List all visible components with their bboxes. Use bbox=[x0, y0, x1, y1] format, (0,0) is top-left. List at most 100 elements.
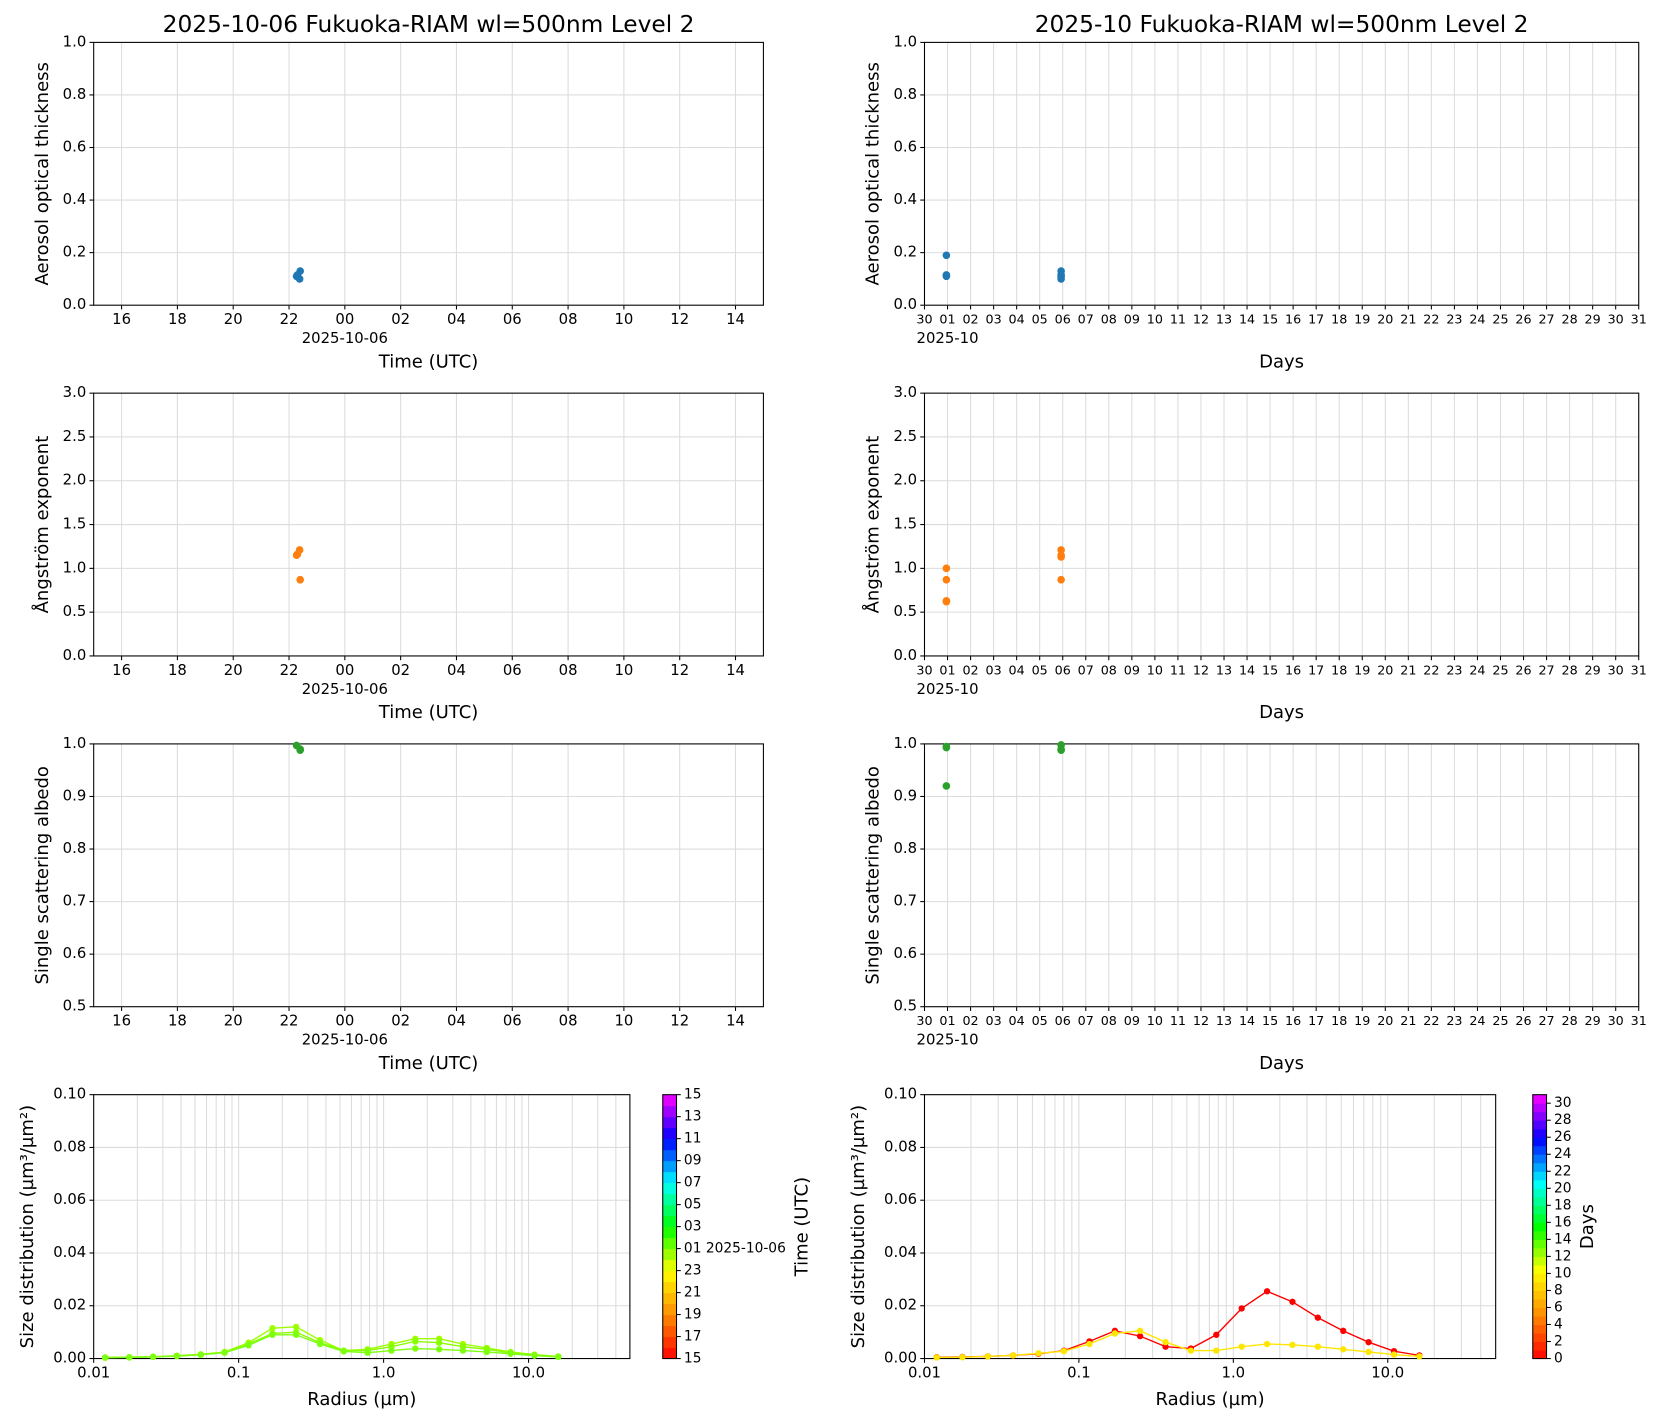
data-point bbox=[101, 1354, 109, 1361]
colorbar-band bbox=[1532, 1120, 1547, 1130]
x-tick-label: 30 bbox=[916, 312, 932, 327]
x-tick-label: 18 bbox=[168, 662, 187, 679]
x-tick-label: 10.0 bbox=[1371, 1364, 1404, 1381]
colorbar-tick-label: 01 2025-10-06 bbox=[684, 1241, 786, 1257]
x-tick-label: 17 bbox=[1308, 312, 1324, 327]
colorbar-band bbox=[662, 1094, 677, 1107]
x-tick-label: 01 bbox=[939, 312, 955, 327]
x-tick-label: 30 bbox=[916, 1013, 932, 1028]
x-axis-label: Days bbox=[1259, 351, 1304, 372]
x-date-label: 2025-10-06 bbox=[302, 1032, 388, 1049]
data-point bbox=[295, 275, 304, 283]
y-tick-label: 2.0 bbox=[63, 472, 87, 489]
y-tick-label: 0.6 bbox=[893, 945, 917, 962]
x-axis-label: Radius (µm) bbox=[307, 1389, 416, 1410]
x-tick-label: 03 bbox=[986, 662, 1002, 677]
x-tick-label: 19 bbox=[1354, 662, 1370, 677]
y-tick-label: 0.7 bbox=[893, 893, 917, 910]
y-tick-label: 0.2 bbox=[893, 244, 917, 261]
x-tick-label: 12 bbox=[670, 1013, 689, 1030]
x-tick-label: 11 bbox=[1170, 312, 1186, 327]
x-tick-label: 24 bbox=[1469, 662, 1485, 677]
x-tick-label: 21 bbox=[1400, 312, 1416, 327]
y-tick-label: 0.10 bbox=[53, 1086, 86, 1103]
colorbar-band bbox=[1532, 1094, 1547, 1104]
data-point bbox=[295, 546, 304, 554]
data-point bbox=[942, 782, 951, 790]
colorbar-band bbox=[1532, 1290, 1547, 1300]
y-tick-label: 0.9 bbox=[893, 787, 917, 804]
x-tick-label: 09 bbox=[1124, 1013, 1140, 1028]
colorbar-band bbox=[662, 1127, 677, 1140]
colorbar-tick-label: 30 bbox=[1554, 1095, 1572, 1111]
data-point bbox=[555, 1353, 562, 1361]
data-point bbox=[197, 1351, 204, 1359]
colorbar-tick-label: 19 bbox=[684, 1307, 702, 1323]
data-point bbox=[483, 1348, 490, 1356]
y-tick-label: 0.0 bbox=[63, 296, 87, 313]
x-tick-label: 08 bbox=[559, 1013, 578, 1030]
data-point bbox=[1365, 1338, 1372, 1346]
x-tick-label: 24 bbox=[1469, 1013, 1485, 1028]
x-tick-label: 05 bbox=[1032, 662, 1048, 677]
x-tick-label: 25 bbox=[1492, 662, 1508, 677]
y-tick-label: 0.6 bbox=[63, 139, 87, 156]
y-tick-label: 0.4 bbox=[893, 191, 917, 208]
x-tick-label: 1.0 bbox=[372, 1364, 396, 1381]
x-tick-label: 23 bbox=[1446, 662, 1462, 677]
colorbar-band bbox=[662, 1347, 677, 1360]
x-tick-label: 31 bbox=[1631, 312, 1647, 327]
colorbar-band bbox=[662, 1314, 677, 1327]
y-tick-label: 0.02 bbox=[884, 1297, 917, 1314]
y-tick-label: 0.8 bbox=[63, 840, 87, 857]
data-point bbox=[1057, 746, 1065, 755]
y-tick-label: 0.8 bbox=[63, 86, 87, 103]
y-tick-label: 1.0 bbox=[63, 33, 87, 50]
x-tick-label: 04 bbox=[1009, 1013, 1025, 1028]
data-point bbox=[296, 575, 305, 584]
x-tick-label: 07 bbox=[1078, 1013, 1094, 1028]
size-line bbox=[936, 1290, 1420, 1358]
x-tick-label: 29 bbox=[1585, 312, 1601, 327]
colorbar-band bbox=[1532, 1111, 1547, 1121]
x-tick-label: 08 bbox=[559, 662, 578, 679]
data-point bbox=[1057, 575, 1065, 584]
colorbar-tick-label: 28 bbox=[1554, 1112, 1572, 1128]
colorbar-tick-label: 18 bbox=[1554, 1197, 1572, 1213]
data-point bbox=[292, 1323, 300, 1331]
x-tick-label: 12 bbox=[670, 662, 689, 679]
colorbar-band bbox=[1532, 1239, 1547, 1249]
colorbar-band bbox=[662, 1336, 677, 1349]
x-tick-label: 30 bbox=[1608, 662, 1624, 677]
x-tick-label: 02 bbox=[962, 312, 978, 327]
plot-frame bbox=[923, 743, 1640, 1008]
colorbar-band bbox=[1532, 1103, 1547, 1113]
x-tick-label: 04 bbox=[447, 1013, 466, 1030]
x-tick-label: 18 bbox=[168, 1013, 187, 1030]
x-date-label: 2025-10 bbox=[917, 1032, 979, 1049]
x-tick-label: 04 bbox=[447, 662, 466, 679]
colorbar-label: Time (UTC) bbox=[792, 1177, 813, 1278]
colorbar-band bbox=[662, 1193, 677, 1206]
colorbar-band bbox=[1532, 1273, 1547, 1283]
colorbar-band bbox=[1532, 1264, 1547, 1274]
colorbar-band bbox=[1532, 1324, 1547, 1334]
colorbar-band bbox=[1532, 1307, 1547, 1317]
colorbar-tick-label: 11 bbox=[684, 1131, 702, 1147]
y-axis-label: Ångström exponent bbox=[31, 436, 53, 614]
colorbar-band bbox=[662, 1138, 677, 1151]
plot-frame bbox=[923, 392, 1640, 657]
x-tick-label: 14 bbox=[726, 662, 745, 679]
data-point bbox=[1238, 1343, 1245, 1350]
x-tick-label: 22 bbox=[280, 311, 299, 328]
x-tick-label: 06 bbox=[503, 1013, 522, 1030]
x-tick-label: 08 bbox=[1101, 662, 1117, 677]
colorbar-tick-label: 0 bbox=[1554, 1351, 1563, 1367]
colorbar-band bbox=[662, 1292, 677, 1305]
colorbar-band bbox=[1532, 1315, 1547, 1326]
x-tick-label: 03 bbox=[986, 312, 1002, 327]
x-tick-label: 10 bbox=[614, 311, 633, 328]
colorbar-band bbox=[1532, 1171, 1547, 1181]
x-tick-label: 10 bbox=[1147, 312, 1163, 327]
colorbar-band bbox=[1532, 1179, 1547, 1189]
